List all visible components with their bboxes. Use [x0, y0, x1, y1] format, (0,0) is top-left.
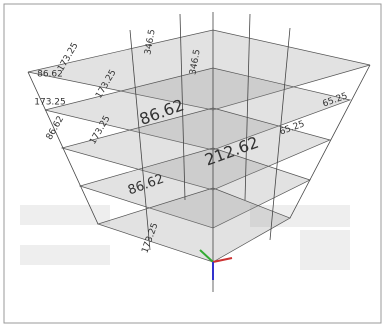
- watermark: [20, 205, 350, 270]
- dimension-label: 346.5: [188, 49, 202, 76]
- dimension-label: 86.62: [37, 70, 63, 80]
- axis-gizmo: [199, 249, 233, 280]
- columns: [27, 12, 371, 292]
- dimension-label: 173.25: [34, 98, 66, 108]
- slabs: [27, 29, 371, 263]
- dimension-label: 346.5: [143, 29, 157, 56]
